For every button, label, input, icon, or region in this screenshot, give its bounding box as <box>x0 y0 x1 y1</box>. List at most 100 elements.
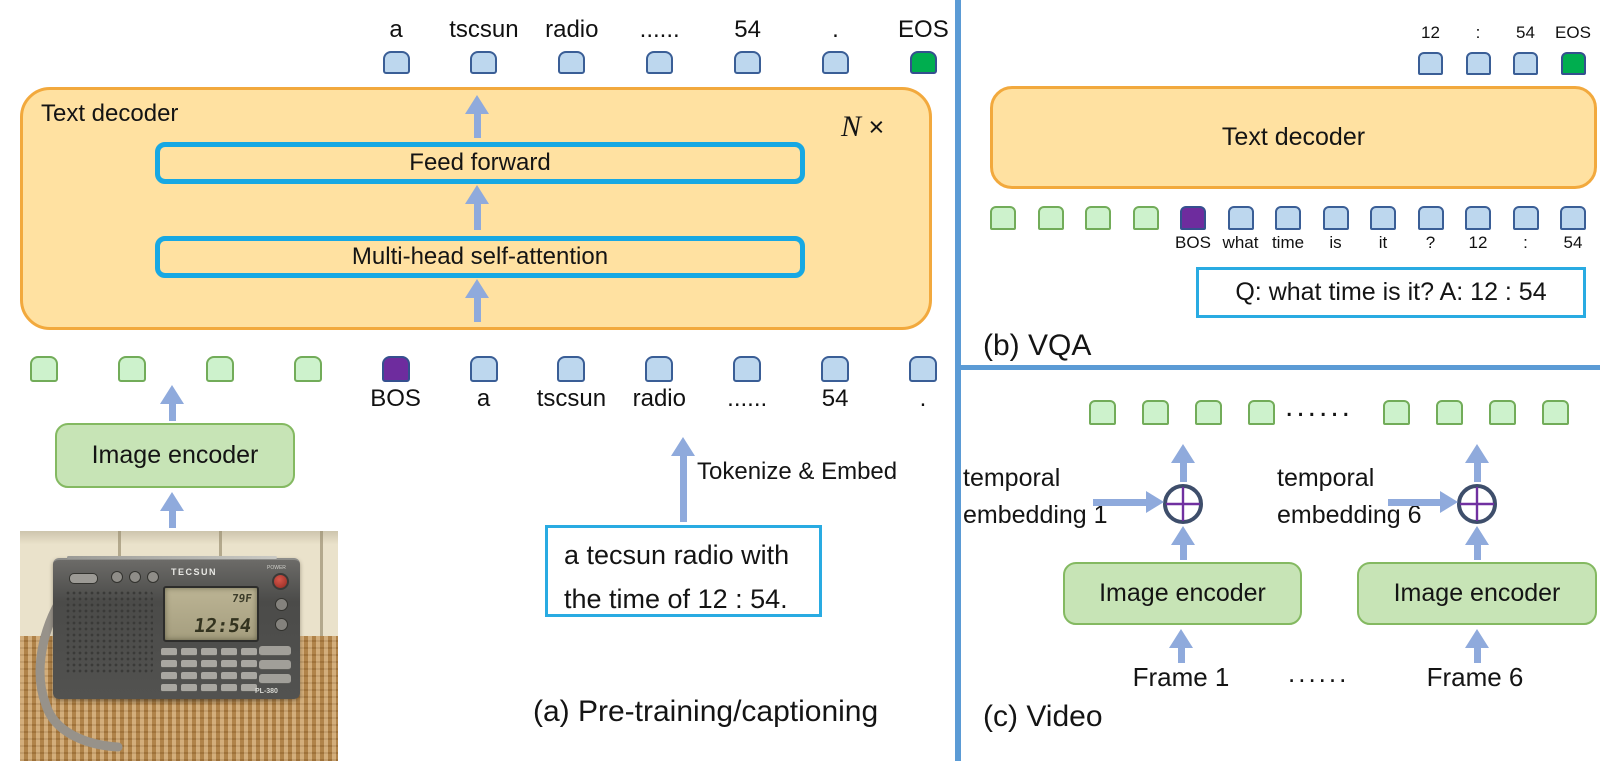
image-encoder-box-c1: Image encoder <box>1063 562 1302 625</box>
token-label: time <box>1271 233 1305 252</box>
radio-key <box>241 648 257 656</box>
frame-1-label: Frame 1 <box>1132 662 1230 692</box>
up-arrow <box>671 437 695 522</box>
token-label: 54 <box>821 385 849 412</box>
temporal-line2: embedding 1 <box>963 501 1108 529</box>
up-arrow <box>465 95 489 138</box>
radio-key <box>241 684 257 692</box>
image-token <box>1141 400 1169 425</box>
token-label: 54 <box>1516 23 1535 42</box>
image-token <box>1194 400 1222 425</box>
radio-light-button <box>69 573 98 584</box>
token-label: ...... <box>727 385 768 412</box>
token-ellipsis-top: ...... <box>1285 390 1354 423</box>
radio-key <box>201 660 217 668</box>
text-decoder-label-a: Text decoder <box>41 100 179 127</box>
caption-text-box: a tecsun radio with the time of 12 : 54. <box>545 525 822 617</box>
radio-key <box>181 648 197 656</box>
panel-a-caption: (a) Pre-training/captioning <box>533 695 879 728</box>
radio-top-button <box>111 571 123 583</box>
text-token <box>909 356 937 382</box>
radio-top-button <box>129 571 141 583</box>
text-token <box>1513 52 1538 75</box>
text-token <box>1512 206 1539 230</box>
up-arrow <box>160 385 184 421</box>
self-attention-box: Multi-head self-attention <box>155 236 805 278</box>
frame-6-label: Frame 6 <box>1426 662 1524 692</box>
radio-key <box>181 672 197 680</box>
eos-token <box>909 51 937 74</box>
bos-token <box>1180 206 1206 230</box>
lcd-time: 12:54 <box>192 615 253 637</box>
token-label: is <box>1329 233 1342 252</box>
image-token <box>1037 206 1064 230</box>
text-token <box>1465 206 1491 230</box>
up-arrow <box>1465 629 1489 663</box>
text-token <box>1465 52 1491 75</box>
token-label: ? <box>1425 233 1436 252</box>
image-token <box>1542 400 1570 425</box>
qa-text-box: Q: what time is it? A: 12 : 54 <box>1196 267 1586 318</box>
right-arrow <box>1388 491 1458 513</box>
radio-key <box>241 660 257 668</box>
image-token <box>990 206 1016 230</box>
radio-power-button <box>272 573 289 590</box>
image-token <box>1489 400 1517 425</box>
token-label: 12 <box>1468 233 1488 252</box>
radio-key <box>161 648 177 656</box>
image-encoder-box-c6: Image encoder <box>1357 562 1597 625</box>
radio-key <box>161 672 177 680</box>
image-token <box>117 356 146 382</box>
token-label: 12 <box>1421 23 1440 42</box>
radio-key <box>221 660 237 668</box>
text-token <box>469 356 498 382</box>
text-token <box>557 356 586 382</box>
image-token <box>1247 400 1275 425</box>
feed-forward-box: Feed forward <box>155 142 805 184</box>
add-operator-icon <box>1163 484 1203 524</box>
panel-c-caption: (c) Video <box>983 700 1103 733</box>
temporal-embedding-6-label: temporal embedding 6 <box>1277 460 1422 534</box>
up-arrow <box>465 279 489 322</box>
text-token <box>470 51 498 74</box>
up-arrow <box>1465 526 1489 560</box>
radio-key <box>201 648 217 656</box>
image-token <box>1435 400 1463 425</box>
text-token <box>734 51 762 74</box>
radio-key <box>221 672 237 680</box>
text-token <box>1417 206 1444 230</box>
radio-body: TECSUN POWER 79F 12:54 PL-380 <box>53 556 300 699</box>
token-label: tscsun <box>536 385 607 412</box>
text-token <box>558 51 586 74</box>
token-label: radio <box>632 385 686 412</box>
token-label: EOS <box>898 16 949 43</box>
radio-side-button <box>275 598 288 611</box>
vertical-divider <box>955 0 961 761</box>
radio-key <box>181 684 197 692</box>
up-arrow <box>160 492 184 528</box>
token-label: BOS <box>370 385 421 412</box>
image-token <box>1382 400 1410 425</box>
radio-key <box>221 648 237 656</box>
caption-line-1: a tecsun radio with <box>564 540 790 570</box>
text-token <box>822 51 849 74</box>
temporal-line1: temporal <box>1277 464 1375 492</box>
text-token <box>1322 206 1349 230</box>
up-arrow <box>1171 526 1195 560</box>
tokenize-embed-label: Tokenize & Embed <box>697 458 898 485</box>
radio-photo: TECSUN POWER 79F 12:54 PL-380 <box>20 531 338 761</box>
frame-ellipsis: ...... <box>1288 658 1350 688</box>
horizontal-divider <box>961 365 1600 370</box>
radio-key <box>241 672 257 680</box>
radio-brand-text: TECSUN <box>171 567 218 577</box>
radio-key <box>221 684 237 692</box>
up-arrow <box>465 185 489 230</box>
right-arrow <box>1093 491 1164 513</box>
temporal-line2: embedding 6 <box>1277 501 1422 529</box>
radio-side-button <box>275 618 288 631</box>
temporal-embedding-1-label: temporal embedding 1 <box>963 460 1108 534</box>
token-label: BOS <box>1175 233 1211 252</box>
text-decoder-box-b: Text decoder <box>990 86 1597 189</box>
repeat-n-times-label: N × <box>841 110 885 143</box>
caption-line-2: the time of 12 : 54. <box>564 584 788 614</box>
